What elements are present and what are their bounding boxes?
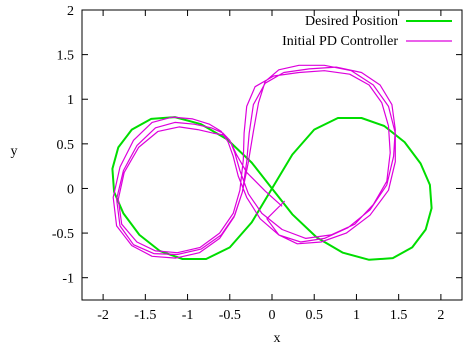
x-tick-label: -1	[182, 308, 194, 323]
y-tick-label: -1	[62, 272, 74, 287]
series-lines	[111, 64, 433, 261]
x-tick-label: -2	[97, 308, 109, 323]
y-tick-labels: -1 -0.5 0 0.5 1 1.5 2	[52, 4, 74, 287]
x-tick-label: 0	[269, 308, 276, 323]
y-tick-label: 0.5	[57, 138, 75, 153]
plot-frame	[81, 9, 463, 301]
series-line-initial-pd-controller	[112, 64, 396, 259]
y-tick-label: 2	[67, 4, 74, 19]
y-axis-label: y	[11, 144, 18, 159]
legend-label-desired-position: Desired Position	[305, 14, 398, 29]
y-tick-label: 1.5	[57, 49, 75, 64]
x-tick-label: 1.5	[390, 308, 408, 323]
legend-label-initial-pd-controller: Initial PD Controller	[282, 34, 398, 49]
x-tick-label: -0.5	[219, 308, 241, 323]
y-tick-label: -0.5	[52, 227, 74, 242]
x-tick-label: 2	[437, 308, 444, 323]
series-line-desired-position	[111, 116, 433, 261]
y-tick-label: 1	[67, 93, 74, 108]
x-tick-label: 0.5	[305, 308, 323, 323]
x-tick-label: -1.5	[134, 308, 156, 323]
y-tick-label: 0	[67, 182, 74, 197]
x-axis-label: x	[274, 331, 281, 346]
legend: Desired Position Initial PD Controller	[282, 14, 452, 49]
x-tick-label: 1	[353, 308, 360, 323]
x-tick-labels: -2 -1.5 -1 -0.5 0 0.5 1 1.5 2	[97, 308, 444, 323]
ticks	[82, 9, 462, 300]
